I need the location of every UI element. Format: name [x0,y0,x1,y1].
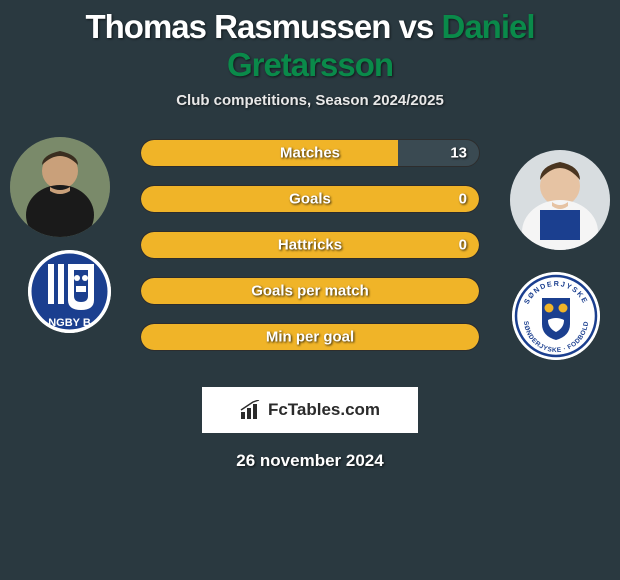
stat-bar-goals: Goals 0 [140,185,480,213]
stat-bars: Matches 13 Goals 0 Hattricks 0 Goals per… [140,137,480,351]
bar-label: Goals [289,191,331,208]
stat-bar-hattricks: Hattricks 0 [140,231,480,259]
bar-label: Matches [280,145,340,162]
bar-label: Goals per match [251,283,369,300]
brand-box[interactable]: FcTables.com [202,387,418,433]
stat-bar-min-per-goal: Min per goal [140,323,480,351]
date-stamp: 26 november 2024 [0,451,620,471]
vs-text: vs [399,8,434,45]
svg-text:NGBY B: NGBY B [48,317,91,329]
player1-name: Thomas Rasmussen [85,8,390,45]
comparison-title: Thomas Rasmussen vs Daniel Gretarsson [0,0,620,88]
bar-fill [141,140,398,166]
subtitle: Club competitions, Season 2024/2025 [0,92,620,109]
club2-badge: SØNDERJYSKE SØNDERJYSKE · FODBOLD [512,272,600,360]
bar-chart-icon [240,400,262,420]
bar-value: 0 [459,237,467,254]
bar-value: 13 [450,145,467,162]
bar-label: Min per goal [266,329,354,346]
stat-bar-matches: Matches 13 [140,139,480,167]
bar-value: 0 [459,191,467,208]
player1-avatar [10,137,110,237]
player2-avatar [510,150,610,250]
bar-label: Hattricks [278,237,342,254]
stat-bar-goals-per-match: Goals per match [140,277,480,305]
club1-badge: NGBY B [28,250,111,333]
brand-text: FcTables.com [268,400,380,420]
content-area: NGBY B SØNDERJYSKE SØNDERJYSKE · FODBOLD [0,137,620,377]
